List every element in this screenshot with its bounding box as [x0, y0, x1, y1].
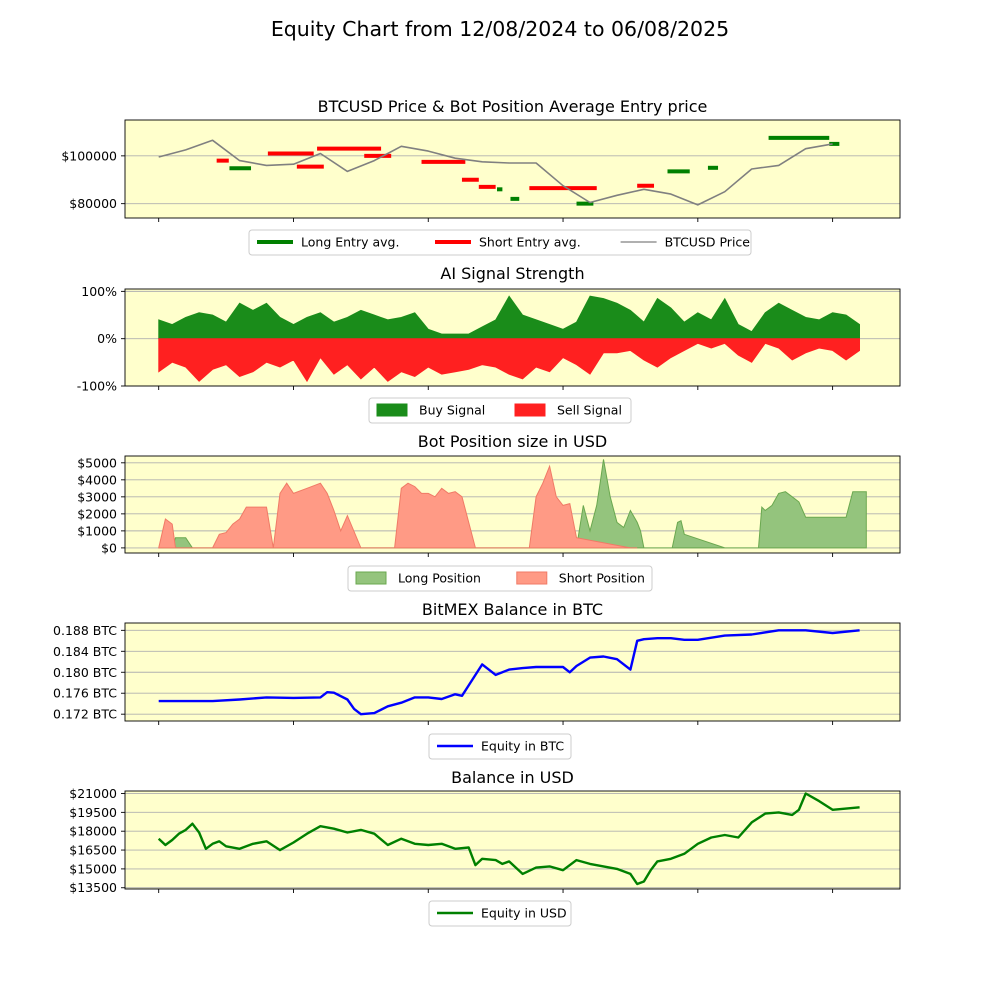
plot-area [158, 135, 840, 206]
plot-frame [124, 622, 901, 722]
usd-equity-line [157, 792, 860, 886]
panel-title: BTCUSD Price & Bot Position Average Entr… [318, 97, 708, 116]
plot-frame [124, 790, 901, 890]
panel-title: Balance in USD [451, 768, 574, 787]
legend: Equity in BTC [428, 733, 572, 760]
y-tick-label: $5000 [77, 455, 117, 470]
y-tick-label: $100000 [61, 148, 117, 163]
y-tick-label: -100% [77, 379, 117, 394]
plot-area [157, 792, 860, 886]
plot-frame [124, 455, 901, 554]
y-tick-label: $3000 [77, 489, 117, 504]
legend-box [347, 565, 653, 592]
legend-swatch [514, 403, 546, 417]
y-tick-label: $2000 [77, 506, 117, 521]
legend-label: Buy Signal [419, 403, 485, 418]
btcusd-price-line [158, 139, 833, 206]
y-tick-label: $80000 [69, 196, 117, 211]
y-tick-label: $13500 [69, 880, 117, 895]
y-tick-label: $4000 [77, 472, 117, 487]
legend-swatch [516, 571, 548, 585]
btc-equity-line [158, 629, 860, 716]
y-tick-label: 0% [97, 331, 117, 346]
plot-frame [124, 119, 901, 219]
legend-box [428, 733, 572, 760]
y-tick-label: 0.172 BTC [53, 707, 117, 722]
legend-label: BTCUSD Price [665, 235, 751, 250]
chart-panels: BTCUSD Price & Bot Position Average Entr… [53, 97, 901, 927]
y-tick-label: $1000 [77, 523, 117, 538]
legend-label: Short Entry avg. [479, 235, 581, 250]
y-tick-label: 0.180 BTC [53, 665, 117, 680]
y-tick-label: $19500 [69, 805, 117, 820]
y-tick-label: $0 [101, 540, 117, 555]
legend-label: Equity in USD [481, 906, 567, 921]
chart-panel-2: AI Signal Strength -100% 0% 100% Buy Signal S… [77, 264, 901, 424]
legend: Long Entry avg. Short Entry avg. BTCUSD Pr… [248, 229, 752, 256]
plot-area [158, 459, 867, 549]
y-tick-label: $15000 [69, 861, 117, 876]
legend-label: Long Position [398, 571, 481, 586]
legend: Equity in USD [428, 900, 572, 927]
legend-box [248, 229, 752, 256]
panel-title: Bot Position size in USD [418, 432, 607, 451]
legend: Long Position Short Position [347, 565, 653, 592]
chart-panel-1: BTCUSD Price & Bot Position Average Entr… [61, 97, 901, 256]
page-title: Equity Chart from 12/08/2024 to 06/08/20… [271, 17, 729, 41]
legend-swatch [376, 403, 408, 417]
legend-label: Short Position [559, 571, 645, 586]
y-tick-label: $18000 [69, 824, 117, 839]
legend-label: Equity in BTC [481, 739, 564, 754]
y-tick-label: 0.176 BTC [53, 686, 117, 701]
plot-area [158, 295, 860, 383]
chart-panel-5: Balance in USD $13500 $15000 $16500 $18000 $1… [69, 768, 901, 927]
chart-panel-3: Bot Position size in USD $0 $1000 $2000 $300… [77, 432, 901, 592]
chart-panel-4: BitMEX Balance in BTC 0.172 BTC 0.176 BTC 0… [53, 600, 901, 760]
legend-box [428, 900, 572, 927]
legend-box [368, 397, 632, 424]
y-tick-label: 0.184 BTC [53, 644, 117, 659]
y-tick-label: $16500 [69, 843, 117, 858]
y-tick-label: 100% [81, 284, 117, 299]
legend-label: Long Entry avg. [301, 235, 399, 250]
buy-signal-area [158, 295, 860, 340]
plot-frame [124, 288, 901, 387]
y-tick-label: 0.188 BTC [53, 623, 117, 638]
sell-signal-area [158, 338, 860, 383]
legend: Buy Signal Sell Signal [368, 397, 632, 424]
plot-area [158, 629, 860, 716]
panel-title: BitMEX Balance in BTC [422, 600, 603, 619]
short-position-area [158, 464, 638, 549]
panel-title: AI Signal Strength [440, 264, 584, 283]
legend-swatch [355, 571, 387, 585]
y-tick-label: $21000 [69, 786, 117, 801]
legend-label: Sell Signal [557, 403, 622, 418]
plot-background [125, 791, 900, 889]
